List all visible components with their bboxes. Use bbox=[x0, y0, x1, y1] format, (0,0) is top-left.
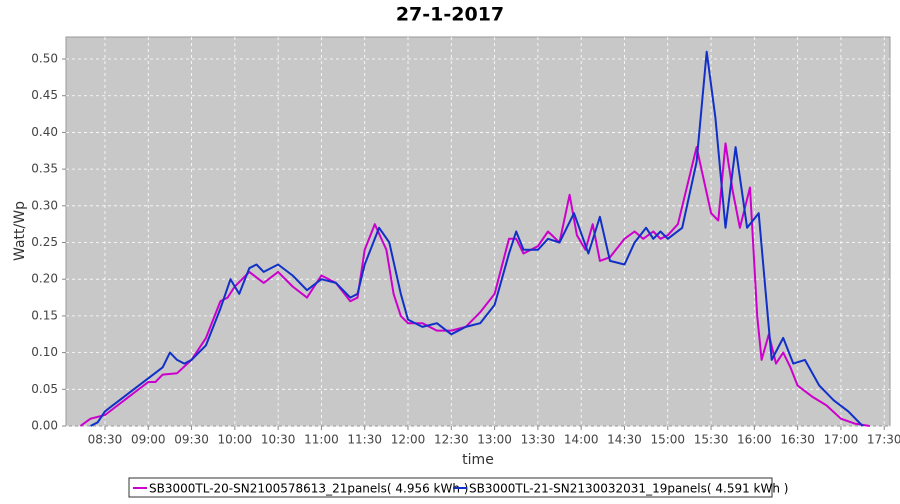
x-tick-label: 16:00 bbox=[737, 433, 772, 447]
legend-label: SB3000TL-21-SN2130032031_19panels( 4.591… bbox=[469, 482, 788, 496]
x-tick-label: 12:00 bbox=[391, 433, 426, 447]
x-tick-label: 13:30 bbox=[521, 433, 556, 447]
y-tick-label: 0.15 bbox=[31, 308, 58, 322]
x-tick-label: 08:30 bbox=[88, 433, 123, 447]
x-tick-label: 17:30 bbox=[867, 433, 900, 447]
plot-area bbox=[65, 36, 891, 427]
x-axis-label: time bbox=[462, 452, 494, 468]
y-tick-label: 0.50 bbox=[31, 52, 58, 66]
x-tick-label: 14:00 bbox=[564, 433, 599, 447]
legend-label: SB3000TL-20-SN2100578613_21panels( 4.956… bbox=[149, 482, 468, 496]
x-tick-label: 12:30 bbox=[434, 433, 469, 447]
x-tick-label: 09:00 bbox=[131, 433, 166, 447]
x-tick-label: 14:30 bbox=[607, 433, 642, 447]
y-tick-label: 0.40 bbox=[31, 125, 58, 139]
y-tick-label: 0.10 bbox=[31, 345, 58, 359]
y-tick-label: 0.30 bbox=[31, 198, 58, 212]
x-tick-label: 15:00 bbox=[650, 433, 685, 447]
x-tick-label: 11:00 bbox=[304, 433, 339, 447]
x-tick-label: 16:30 bbox=[780, 433, 815, 447]
x-tick-label: 09:30 bbox=[174, 433, 209, 447]
y-tick-label: 0.45 bbox=[31, 88, 58, 102]
x-tick-label: 15:30 bbox=[694, 433, 729, 447]
y-axis-label: Watt/Wp bbox=[12, 201, 28, 261]
x-tick-label: 11:30 bbox=[347, 433, 382, 447]
series-line bbox=[90, 50, 864, 427]
x-tick-label: 13:00 bbox=[477, 433, 512, 447]
y-tick-label: 0.25 bbox=[31, 235, 58, 249]
y-tick-label: 0.35 bbox=[31, 162, 58, 176]
y-tick-label: 0.20 bbox=[31, 272, 58, 286]
y-tick-label: 0.05 bbox=[31, 382, 58, 396]
y-tick-label: 0.00 bbox=[31, 419, 58, 433]
series-line bbox=[79, 142, 870, 427]
x-tick-label: 10:30 bbox=[261, 433, 296, 447]
x-tick-label: 17:00 bbox=[824, 433, 859, 447]
chart-title: 27-1-2017 bbox=[396, 4, 504, 26]
x-tick-label: 10:00 bbox=[218, 433, 253, 447]
legend bbox=[128, 477, 773, 498]
